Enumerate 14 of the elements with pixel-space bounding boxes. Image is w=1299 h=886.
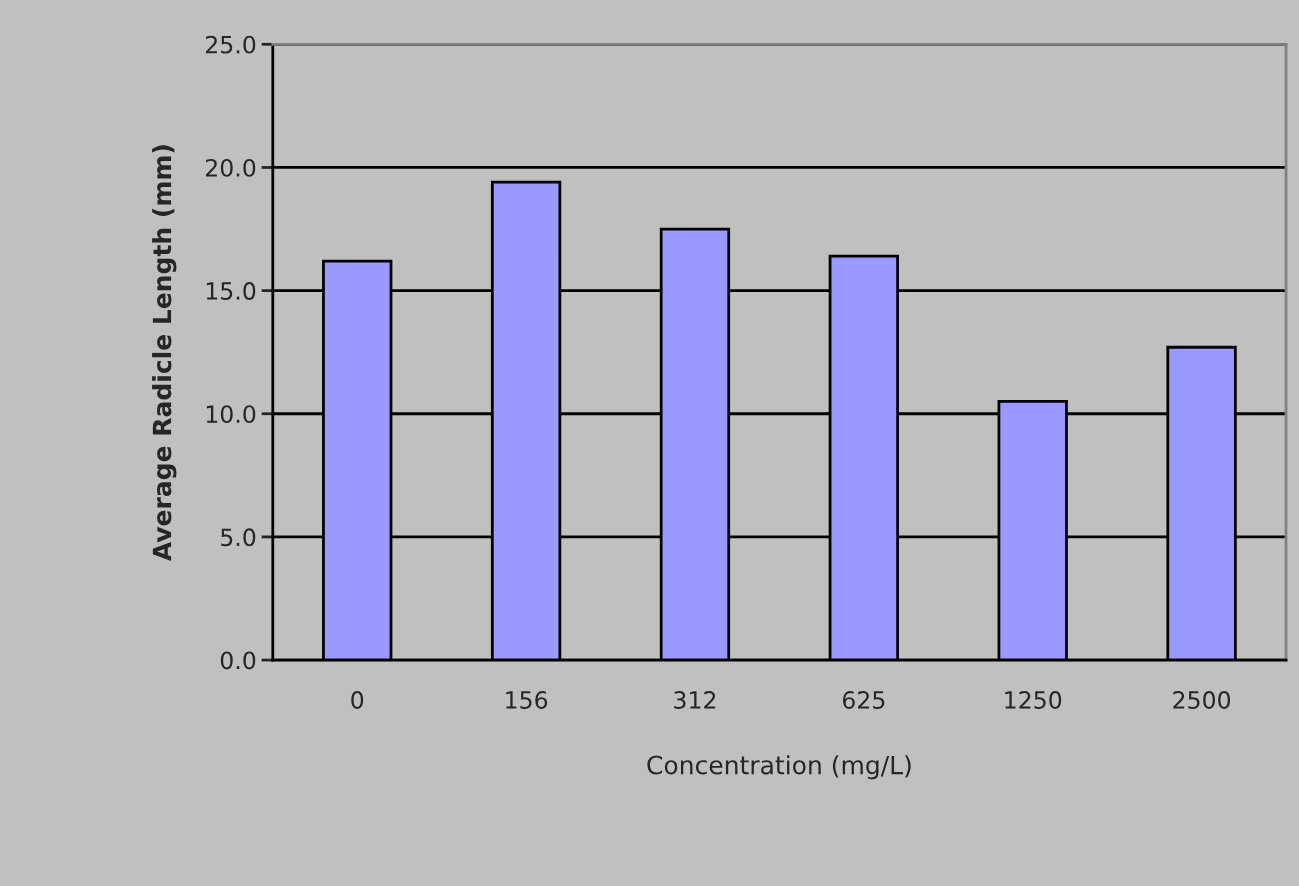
- x-tick-label: 312: [674, 691, 716, 709]
- y-tick-label: 15.0: [206, 282, 256, 300]
- x-tick-label: 1250: [1005, 691, 1062, 709]
- x-axis-title: Concentration (mg/L): [647, 755, 911, 780]
- y-tick-label: 10.0: [206, 405, 256, 424]
- x-tick-label: 625: [842, 691, 885, 709]
- x-tick-label: 0: [351, 691, 364, 709]
- y-tick-label: 0.0: [220, 651, 256, 670]
- y-tick-label: 25.0: [205, 35, 256, 54]
- y-tick-label: 20.0: [205, 158, 256, 177]
- x-tick-label: 156: [506, 691, 548, 709]
- x-tick-label: 2500: [1173, 691, 1231, 709]
- y-tick-label: 5.0: [221, 528, 256, 547]
- y-axis-title: Average Radicle Length (mm): [152, 145, 177, 562]
